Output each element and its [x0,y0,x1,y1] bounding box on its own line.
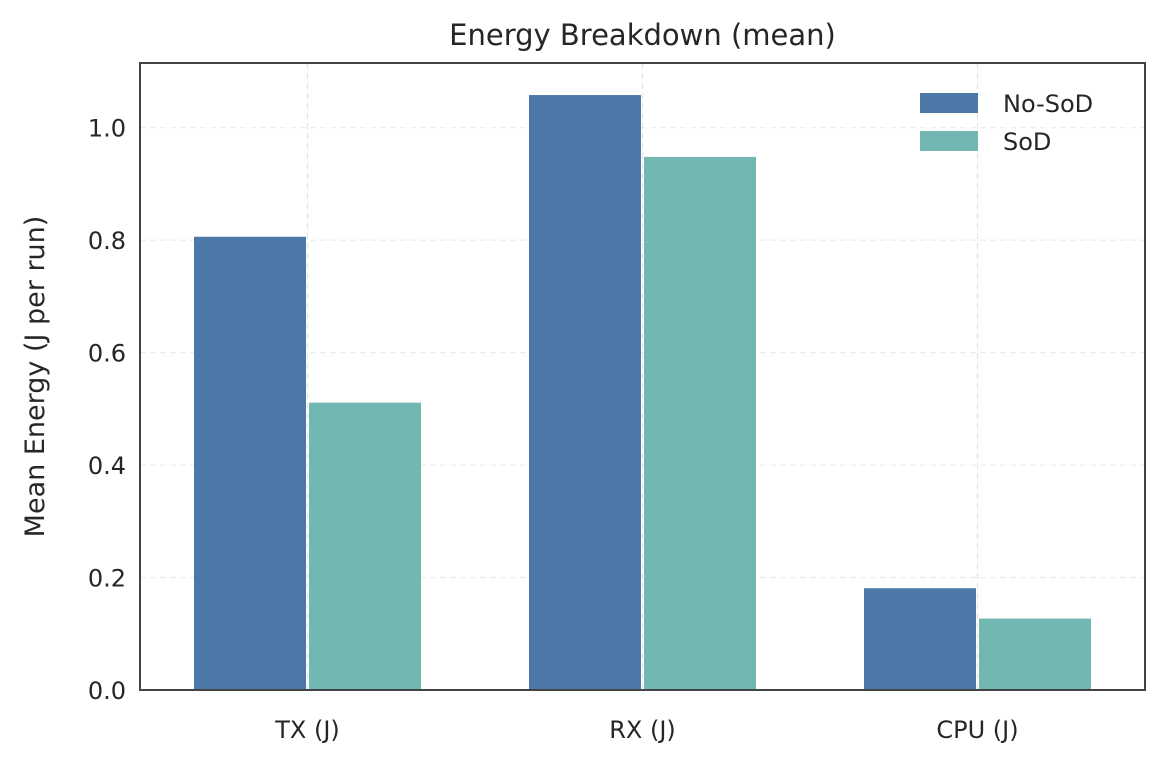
bars [194,95,1091,690]
bar-sod-1 [309,402,421,690]
x-axis: TX (J) RX (J) CPU (J) [274,716,1018,744]
legend-label: No-SoD [1003,90,1093,118]
bar-no-sod-1 [194,236,306,690]
y-tick-label: 0.4 [88,452,126,480]
x-tick-label: CPU (J) [936,716,1018,744]
x-tick-label: TX (J) [274,716,340,744]
y-tick-label: 0.6 [88,340,126,368]
bar-sod-2 [644,156,756,690]
grid [140,63,1145,690]
y-tick-label: 0.2 [88,565,126,593]
legend-label: SoD [1003,128,1051,156]
y-tick-label: 0.0 [88,677,126,705]
plot-frame [139,62,1146,691]
legend: No-SoD SoD [920,90,1093,156]
y-tick-label: 1.0 [88,115,126,143]
y-tick-label: 0.8 [88,227,126,255]
bar-no-sod-3 [864,588,976,690]
y-axis: 0.0 0.2 0.4 0.6 0.8 1.0 [88,115,126,705]
bar-no-sod-2 [529,95,641,690]
y-axis-label: Mean Energy (J per run) [20,216,51,538]
legend-swatch [920,93,978,113]
x-tick-label: RX (J) [609,716,676,744]
bar-sod-3 [979,618,1091,690]
legend-swatch [920,131,978,151]
chart-title: Energy Breakdown (mean) [449,18,836,52]
